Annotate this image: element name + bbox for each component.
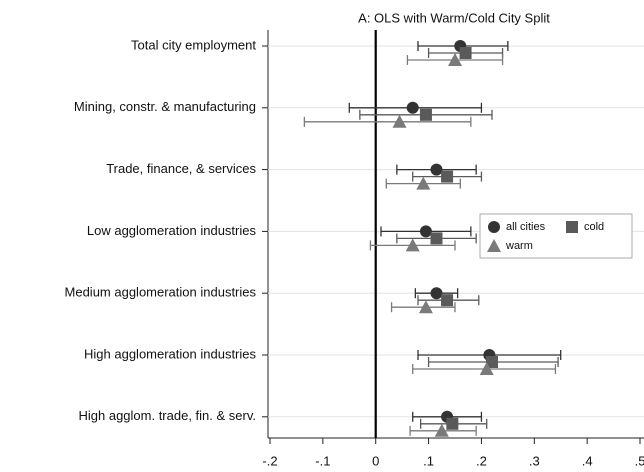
- point: [459, 47, 472, 59]
- y-tick-label: Mining, constr. & manufacturing: [74, 99, 256, 114]
- x-tick-label: 0: [372, 453, 379, 468]
- x-tick-label: .3: [529, 453, 540, 468]
- point: [441, 294, 454, 307]
- legend-label: cold: [584, 221, 604, 233]
- legend-label: warm: [505, 240, 533, 252]
- point: [488, 221, 500, 233]
- x-tick-label: .1: [423, 453, 434, 468]
- x-tick-label: .4: [582, 453, 593, 468]
- legend-box: [479, 213, 633, 259]
- point: [430, 163, 443, 176]
- y-tick-label: Low agglomeration industries: [87, 223, 257, 238]
- point: [441, 170, 454, 183]
- y-tick-label: Total city employment: [131, 37, 256, 52]
- point: [430, 287, 443, 300]
- point: [446, 417, 459, 430]
- x-tick-label: -.1: [315, 453, 330, 468]
- chart-subtitle: A: OLS with Warm/Cold City Split: [358, 10, 550, 25]
- x-tick-label: .5: [635, 453, 644, 468]
- point: [434, 423, 449, 437]
- point: [392, 114, 407, 128]
- y-tick-label: High agglomeration industries: [84, 346, 256, 361]
- y-tick-label: Trade, finance, & services: [106, 161, 256, 176]
- y-tick-label: Medium agglomeration industries: [65, 285, 257, 300]
- point: [448, 53, 462, 66]
- point: [419, 108, 432, 121]
- point: [416, 176, 431, 190]
- point: [406, 101, 419, 114]
- point: [487, 239, 501, 252]
- x-tick-label: -.2: [262, 453, 277, 468]
- point: [430, 232, 443, 245]
- point: [479, 362, 494, 375]
- y-tick-label: High agglom. trade, fin. & serv.: [78, 408, 256, 423]
- point: [419, 225, 432, 238]
- x-tick-label: .2: [476, 453, 487, 468]
- error-bar: [303, 116, 472, 127]
- legend-label: all cities: [506, 221, 546, 233]
- point: [486, 356, 498, 368]
- point: [418, 300, 433, 314]
- point: [405, 238, 420, 252]
- point: [566, 221, 578, 233]
